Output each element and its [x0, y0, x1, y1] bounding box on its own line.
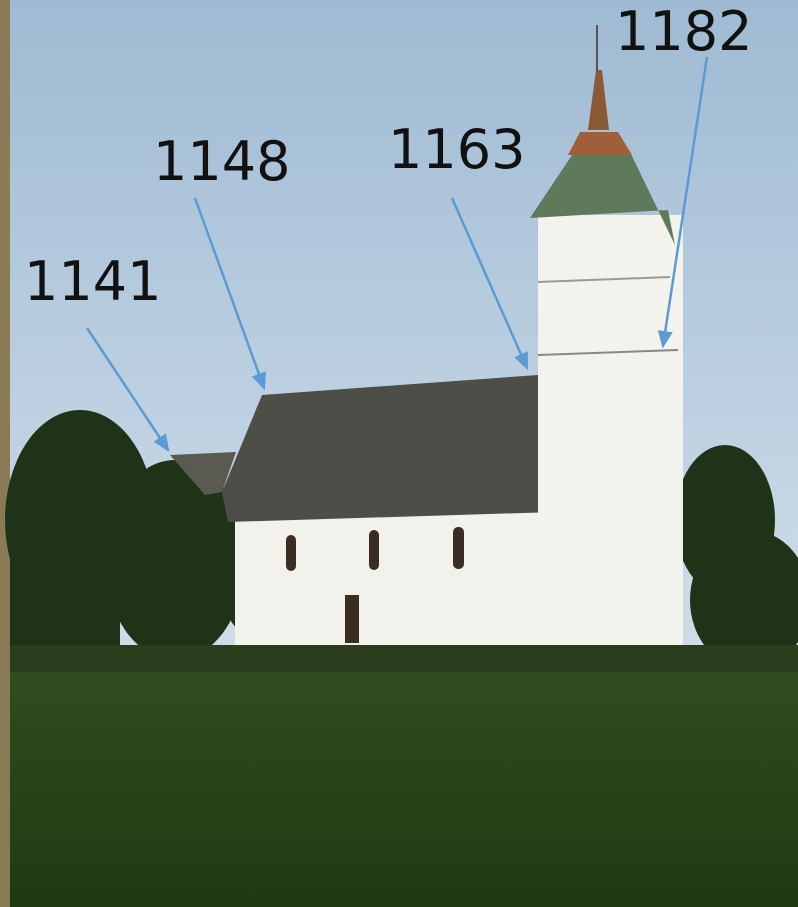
page: 1141 1148 1163 1182 (() => { const data … — [0, 0, 798, 907]
lawn — [10, 672, 798, 907]
annotation-label: 1148 — [153, 130, 290, 193]
annotation-label: 1163 — [388, 118, 525, 181]
photo: 1141 1148 1163 1182 — [0, 0, 798, 907]
hedge — [10, 645, 798, 675]
nave-wall — [235, 512, 555, 647]
annotation-label: 1141 — [24, 250, 161, 313]
left-edge — [0, 0, 10, 907]
roof — [222, 375, 568, 522]
annotation-label: 1182 — [615, 0, 752, 63]
